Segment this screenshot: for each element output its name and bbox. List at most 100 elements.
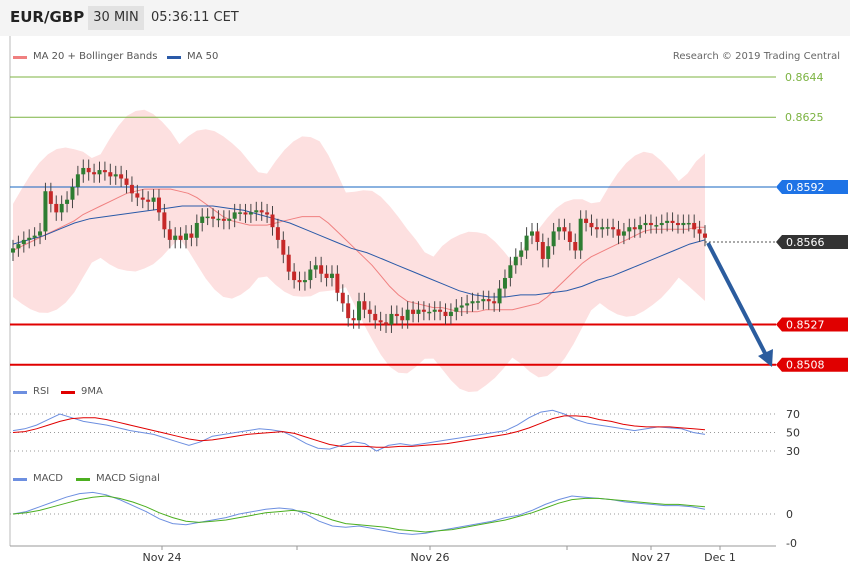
candle [259, 210, 264, 213]
ma50-legend-label: MA 50 [187, 51, 219, 62]
ma50-line [12, 205, 706, 298]
ma50-legend-swatch [167, 56, 181, 59]
timeframe-button[interactable]: 30 MIN [88, 6, 144, 30]
candle [232, 212, 237, 219]
copyright-text: Research © 2019 Trading Central [672, 51, 840, 62]
candle [427, 311, 432, 314]
level-tag-3 [776, 235, 848, 249]
candle [48, 191, 53, 204]
candle [643, 222, 648, 226]
candle [535, 231, 540, 242]
time-label: 05:36:11 CET [151, 10, 239, 25]
candle [578, 218, 583, 251]
candle [616, 229, 621, 236]
candle [162, 212, 167, 230]
candle [589, 222, 594, 228]
candle [357, 301, 361, 321]
level-label-2: 0.8592 [786, 181, 825, 194]
macd-signal-line [12, 495, 706, 533]
candle [530, 231, 534, 236]
candle [513, 256, 518, 266]
candle [21, 239, 26, 245]
candle [438, 309, 443, 312]
macd-signal-legend-label: MACD Signal [96, 473, 160, 484]
candle [675, 222, 680, 226]
candle [486, 299, 491, 302]
candle [551, 231, 556, 247]
candle [27, 237, 32, 240]
candle [448, 311, 453, 317]
rsi-ma-legend-swatch [61, 391, 75, 394]
candle [43, 191, 48, 232]
level-tag-5 [776, 357, 848, 372]
candle [703, 233, 707, 238]
candle [346, 303, 351, 319]
candle [11, 248, 15, 253]
candle [432, 309, 437, 312]
candle [421, 309, 426, 312]
candle [275, 227, 280, 240]
candle [135, 193, 140, 198]
candle [502, 277, 507, 289]
candle [405, 309, 410, 321]
ma20-legend-label: MA 20 + Bollinger Bands [33, 51, 158, 62]
candle [670, 220, 675, 223]
ma20-legend-swatch [13, 56, 27, 59]
candle [97, 170, 102, 175]
ma20-line [12, 188, 705, 313]
candle [546, 246, 551, 259]
candle [573, 242, 578, 251]
candle [324, 273, 329, 278]
candle [124, 178, 129, 185]
candle [119, 174, 124, 179]
candle [594, 227, 599, 230]
rsi-legend-label: RSI [33, 386, 50, 397]
candle [178, 235, 183, 240]
candle [194, 222, 199, 238]
x-label-2: Nov 27 [632, 551, 671, 564]
level-tag-4 [776, 317, 848, 332]
candle [270, 214, 275, 228]
candle [216, 218, 221, 221]
candle [329, 273, 334, 278]
candle [367, 309, 372, 314]
candle [167, 229, 172, 240]
level-tag-2 [776, 180, 848, 194]
candle [335, 273, 340, 293]
candle [102, 170, 107, 173]
candle [281, 239, 286, 255]
candle [59, 203, 64, 213]
candle [211, 216, 216, 219]
candle [416, 309, 421, 314]
candle [184, 233, 188, 240]
candle [86, 167, 91, 173]
candle [567, 231, 572, 242]
candle [297, 280, 302, 283]
candle [286, 254, 291, 272]
candle [540, 242, 545, 259]
candle [319, 265, 324, 274]
candle [81, 167, 86, 175]
candle [54, 203, 59, 213]
candle [16, 244, 21, 249]
candle [384, 322, 389, 325]
candle [627, 227, 632, 232]
candle [519, 250, 524, 257]
macd-signal-legend-swatch [76, 478, 90, 481]
rsi-ma-line [12, 415, 706, 448]
candle [611, 227, 616, 230]
candle [659, 222, 664, 226]
candle [313, 265, 318, 270]
rsi-level-label-50: 50 [786, 427, 800, 440]
header-bar: EUR/GBP 30 MIN 05:36:11 CET [0, 0, 850, 36]
candle [108, 172, 113, 177]
candle [243, 212, 248, 215]
macd-legend-label: MACD [33, 473, 63, 484]
candle [378, 320, 383, 323]
candle [351, 318, 356, 321]
candle [75, 174, 80, 187]
rsi-level-label-30: 30 [786, 445, 800, 458]
candle [681, 222, 686, 226]
candle [562, 227, 567, 232]
